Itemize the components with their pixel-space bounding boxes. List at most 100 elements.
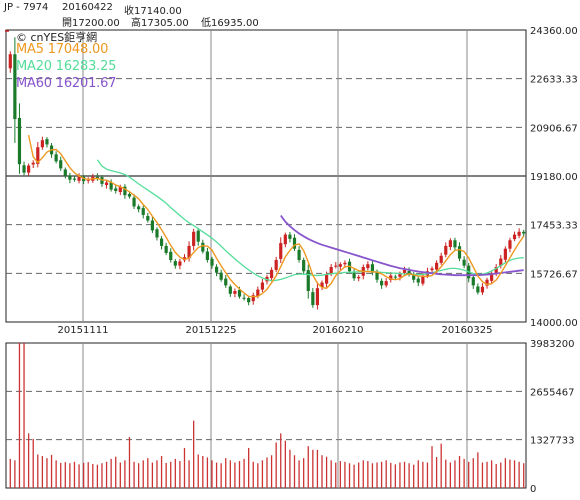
candle-body bbox=[146, 216, 150, 221]
date-axis-tick-label: 20160325 bbox=[442, 325, 493, 336]
candle-body bbox=[86, 179, 90, 181]
candle-body bbox=[448, 240, 452, 248]
candle-body bbox=[292, 237, 297, 249]
candle-body bbox=[164, 245, 168, 253]
legend-ma5: MA5 17048.00 bbox=[16, 42, 109, 57]
candle-body bbox=[137, 206, 141, 210]
candle-body bbox=[480, 286, 485, 293]
candle-body bbox=[8, 54, 12, 69]
candle-body bbox=[315, 288, 320, 306]
high-price: 高17305.00 bbox=[131, 18, 189, 29]
candle-body bbox=[421, 275, 425, 284]
candle-body bbox=[205, 251, 210, 260]
candle-body bbox=[407, 270, 411, 275]
candle-body bbox=[104, 182, 109, 186]
candle-body bbox=[512, 234, 517, 240]
price-axis-tick-label: 17453.33 bbox=[530, 221, 578, 232]
candle-body bbox=[260, 282, 265, 290]
candle-body bbox=[320, 282, 324, 288]
volume-plot-frame bbox=[5, 342, 527, 489]
candle-body bbox=[435, 262, 439, 270]
candle-body bbox=[17, 117, 22, 165]
candle-body bbox=[192, 231, 196, 246]
candle-body bbox=[439, 255, 443, 263]
candle-body bbox=[159, 238, 164, 246]
candle-body bbox=[118, 186, 122, 193]
candle-body bbox=[398, 274, 402, 277]
candle-body bbox=[114, 188, 118, 191]
date-axis-tick-label: 20151225 bbox=[186, 325, 237, 336]
candle-body bbox=[329, 267, 333, 275]
candle-body bbox=[127, 194, 132, 197]
candle-body bbox=[490, 274, 494, 281]
candle-body bbox=[389, 275, 393, 281]
candle-body bbox=[283, 234, 287, 245]
candle-body bbox=[210, 258, 214, 266]
candle-body bbox=[196, 230, 200, 242]
candle-body bbox=[233, 290, 237, 294]
brand-text: cnYES鉅亨網 bbox=[30, 31, 98, 44]
candle-body bbox=[402, 269, 407, 273]
copyright-icon: © bbox=[16, 31, 27, 44]
candle-body bbox=[380, 280, 384, 286]
candle-body bbox=[169, 251, 173, 260]
candle-body bbox=[416, 278, 420, 283]
candle-body bbox=[251, 295, 255, 302]
candle-body bbox=[68, 175, 72, 180]
candle-body bbox=[72, 178, 77, 180]
legend-ma20: MA20 16283.25 bbox=[16, 59, 117, 74]
candle-body bbox=[242, 297, 246, 299]
candle-body bbox=[366, 264, 370, 269]
candle-body bbox=[224, 278, 228, 286]
candle-body bbox=[499, 258, 503, 266]
candle-body bbox=[27, 165, 31, 173]
open-price: 開17200.00 bbox=[62, 18, 120, 29]
price-axis-tick-label: 19180.00 bbox=[530, 172, 578, 183]
candle-body bbox=[338, 264, 342, 267]
candle-body bbox=[288, 234, 292, 239]
date-axis-tick-label: 20160210 bbox=[313, 325, 364, 336]
candle-body bbox=[256, 289, 260, 297]
candle-body bbox=[508, 240, 512, 249]
candle-body bbox=[517, 231, 521, 236]
candle-body bbox=[297, 249, 301, 260]
candle-body bbox=[40, 140, 44, 148]
volume-axis-tick-label: 1327733 bbox=[530, 436, 575, 447]
candle-body bbox=[453, 240, 457, 248]
candle-body bbox=[173, 261, 177, 266]
legend-ma60: MA60 16201.67 bbox=[16, 76, 117, 91]
low-price: 低16935.00 bbox=[201, 18, 259, 29]
candle-body bbox=[141, 208, 145, 215]
candle-body bbox=[201, 242, 205, 252]
candle-body bbox=[522, 231, 526, 234]
price-axis-tick-label: 15726.67 bbox=[530, 269, 578, 280]
candle-body bbox=[370, 264, 375, 273]
candle-body bbox=[444, 245, 448, 255]
candle-body bbox=[462, 259, 466, 266]
candle-body bbox=[187, 245, 191, 259]
price-axis-tick-label: 20906.67 bbox=[530, 123, 578, 134]
brand-label: © cnYES鉅亨網 bbox=[16, 29, 97, 45]
candle-body bbox=[279, 243, 283, 259]
candle-body bbox=[219, 272, 223, 280]
candle-body bbox=[59, 160, 63, 169]
candle-body bbox=[178, 261, 182, 266]
candle-body bbox=[476, 286, 480, 293]
candle-body bbox=[95, 176, 99, 179]
candle-body bbox=[150, 220, 154, 231]
candle-body bbox=[334, 265, 338, 267]
candle-body bbox=[247, 298, 251, 303]
candle-body bbox=[324, 274, 329, 284]
candle-body bbox=[237, 289, 242, 297]
candle-body bbox=[123, 186, 127, 196]
candle-body bbox=[503, 248, 507, 260]
candle-body bbox=[36, 147, 40, 164]
candle-body bbox=[302, 259, 306, 272]
ticker-symbol: JP - 7974 bbox=[4, 2, 49, 13]
ma20-line bbox=[96, 159, 524, 282]
candle-body bbox=[155, 229, 159, 238]
candle-body bbox=[274, 259, 278, 270]
candle-body bbox=[45, 139, 49, 145]
